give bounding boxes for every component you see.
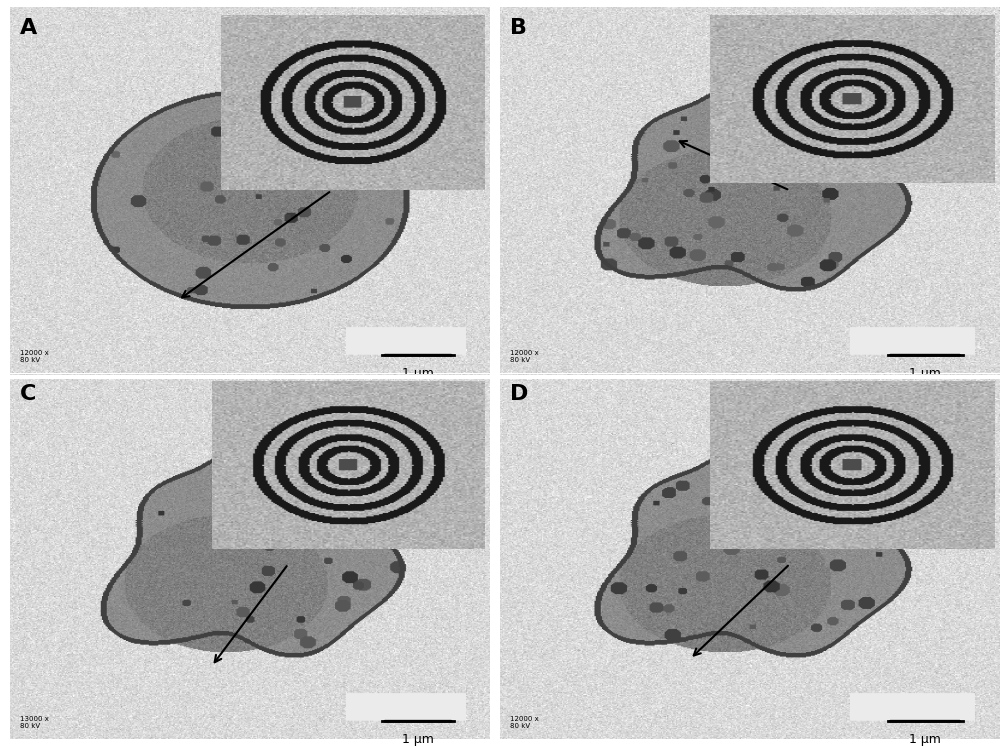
Text: 12000 x
80 kV: 12000 x 80 kV: [510, 350, 539, 362]
Text: D: D: [510, 385, 528, 404]
Text: 1 μm: 1 μm: [402, 367, 434, 380]
Text: 1 μm: 1 μm: [909, 367, 941, 380]
Text: A: A: [20, 19, 37, 38]
Text: C: C: [20, 385, 36, 404]
Text: 12000 x
80 kV: 12000 x 80 kV: [510, 716, 539, 728]
Text: 1 μm: 1 μm: [909, 733, 941, 746]
Text: 12000 x
80 kV: 12000 x 80 kV: [20, 350, 48, 362]
Text: B: B: [510, 19, 527, 38]
Text: 13000 x
80 kV: 13000 x 80 kV: [20, 716, 48, 728]
Text: 1 μm: 1 μm: [402, 733, 434, 746]
